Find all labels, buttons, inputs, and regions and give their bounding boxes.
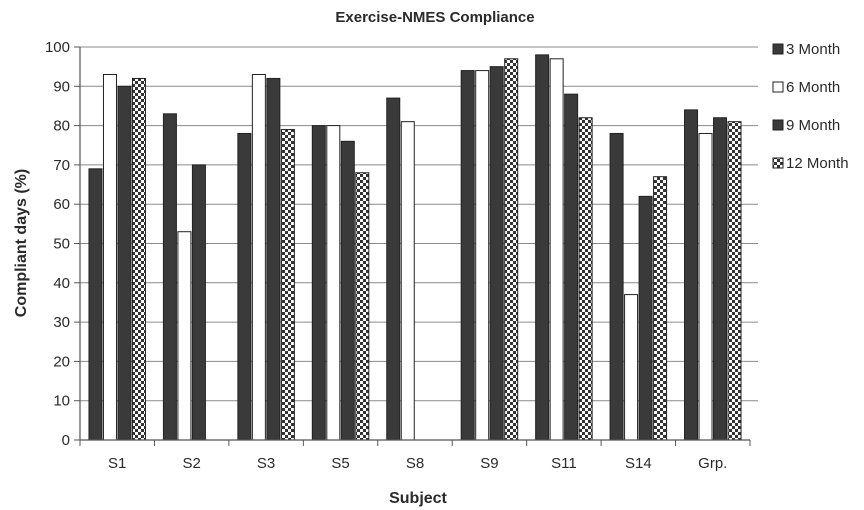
y-tick-label: 60: [53, 196, 70, 213]
y-tick-label: 0: [62, 432, 70, 449]
x-tick-label: S2: [182, 455, 200, 472]
legend-label: 9 Month: [786, 117, 840, 134]
bar: [102, 74, 117, 441]
y-tick-label: 40: [53, 275, 70, 292]
y-tick-label: 10: [53, 393, 70, 410]
bar: [88, 168, 103, 441]
bar: [177, 231, 192, 441]
x-tick-label: S8: [406, 455, 424, 472]
bar: [504, 58, 519, 441]
x-tick-label: S1: [108, 455, 126, 472]
x-tick-label: S5: [331, 455, 349, 472]
legend-swatch: [772, 157, 784, 169]
bar: [653, 176, 668, 441]
legend-label: 3 Month: [786, 41, 840, 58]
y-tick-label: 90: [53, 78, 70, 95]
bar: [311, 125, 326, 441]
bar: [280, 129, 295, 441]
y-tick-label: 30: [53, 314, 70, 331]
bar: [475, 70, 490, 441]
bar: [355, 172, 370, 441]
chart-title: Exercise-NMES Compliance: [335, 9, 534, 26]
bar: [191, 164, 206, 441]
x-tick-label: S9: [480, 455, 498, 472]
bar: [386, 97, 401, 441]
bar: [638, 195, 653, 441]
legend-label: 12 Month: [786, 155, 849, 172]
bar: [251, 74, 266, 441]
legend-swatch: [772, 119, 784, 131]
bar: [698, 132, 713, 441]
y-tick-label: 50: [53, 236, 70, 253]
bar: [684, 109, 699, 441]
bar: [624, 294, 639, 441]
bar: [578, 117, 593, 441]
legend-swatch: [772, 43, 784, 55]
x-axis-label: Subject: [389, 490, 447, 507]
bar: [266, 77, 281, 441]
bar: [131, 77, 146, 441]
bar: [549, 58, 564, 441]
legend-label: 6 Month: [786, 79, 840, 96]
bar: [117, 85, 132, 441]
y-tick-label: 70: [53, 157, 70, 174]
y-axis-label: Compliant days (%): [13, 169, 30, 317]
x-tick-label: S11: [551, 455, 577, 472]
bar: [460, 70, 475, 441]
bar: [340, 140, 355, 441]
bar: [237, 132, 252, 441]
x-tick-label: Grp.: [698, 455, 727, 472]
legend-swatch: [772, 81, 784, 93]
bar: [489, 66, 504, 441]
bar: [564, 93, 579, 441]
x-tick-label: S3: [257, 455, 275, 472]
bar: [326, 125, 341, 441]
x-tick-label: S14: [625, 455, 652, 472]
y-tick-label: 80: [53, 118, 70, 135]
y-tick-label: 20: [53, 353, 70, 370]
bar: [727, 121, 742, 441]
bar: [713, 117, 728, 441]
bar: [400, 121, 415, 441]
bar: [162, 113, 177, 441]
bar: [609, 132, 624, 441]
y-tick-label: 100: [45, 39, 70, 56]
bar: [535, 54, 550, 441]
